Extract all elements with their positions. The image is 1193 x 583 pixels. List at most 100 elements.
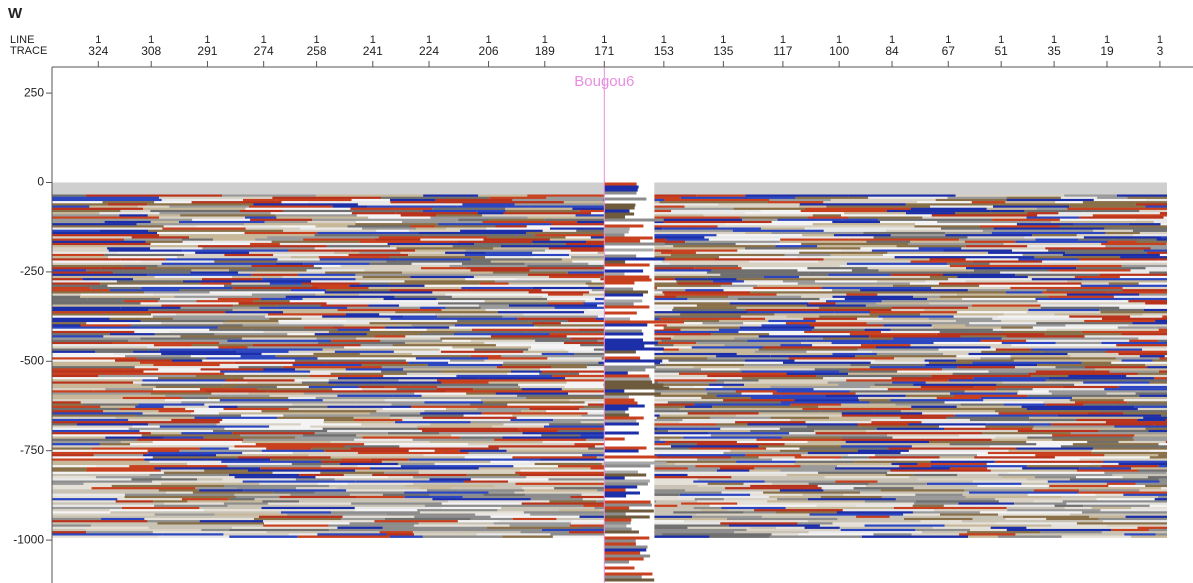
seismic-stripe [654,531,735,534]
seismic-stripe [269,425,311,428]
seismic-stripe [654,271,707,274]
seismic-stripe [654,306,674,310]
seismic-stripe [232,275,283,279]
seismic-stripe [832,295,913,299]
seismic-stripe [260,297,303,301]
seismic-stripe [52,432,151,435]
seismic-stripe [448,500,550,503]
seismic-stripe [240,434,303,437]
seismic-stripe [264,522,350,525]
seismic-stripe [273,253,349,257]
seismic-stripe [52,447,92,450]
seismic-stripe [52,381,133,384]
seismic-stripe [495,225,527,228]
seismic-stripe [763,275,800,279]
well-log-bar [604,218,664,222]
seismic-stripe [588,447,605,450]
seismic-stripe [52,267,101,270]
seismic-stripe [598,361,605,365]
seismic-stripe [1035,370,1110,373]
seismic-stripe [890,273,943,277]
seismic-stripe [259,482,318,486]
seismic-stripe [697,484,751,488]
seismic-stripe [654,363,666,367]
seismic-stripe [723,289,833,292]
seismic-stripe [52,262,162,266]
seismic-stripe [423,454,512,457]
seismic-stripe [52,238,125,241]
seismic-stripe [595,297,605,301]
seismic-stripe [933,341,962,345]
seismic-stripe [881,495,966,499]
seismic-stripe [108,249,183,252]
seismic-stripe [52,366,135,369]
well-log-bar [604,209,630,213]
seismic-stripe [1148,502,1167,505]
seismic-stripe [404,491,489,494]
seismic-stripe [253,300,290,303]
seismic-stripe [214,513,288,516]
seismic-stripe [1143,249,1167,252]
seismic-stripe [152,440,242,444]
well-log-bar [604,491,641,495]
seismic-stripe [301,317,391,321]
seismic-stripe [1069,302,1146,305]
seismic-stripe [747,423,858,426]
seismic-stripe [159,216,246,219]
well-log-bar [604,542,636,546]
seismic-stripe [654,361,660,365]
seismic-stripe [152,480,243,483]
seismic-stripe [191,269,229,272]
seismic-stripe [654,493,680,497]
seismic-stripe [324,291,433,294]
seismic-stripe [465,249,546,252]
seismic-stripe [795,196,869,200]
seismic-stripe [678,348,759,351]
seismic-stripe [347,225,410,228]
seismic-stripe [709,416,771,420]
seismic-stripe [52,535,159,538]
seismic-stripe [223,533,289,536]
seismic-stripe [680,328,719,332]
seismic-stripe [355,495,405,499]
seismic-stripe [1159,370,1167,373]
seismic-stripe [672,308,747,312]
seismic-stripe [693,480,765,483]
seismic-stripe [955,194,1065,197]
seismic-stripe [95,476,162,479]
seismic-stripe [657,427,721,431]
seismic-stripe [451,434,542,437]
seismic-stripe [216,423,301,426]
seismic-stripe [709,535,770,538]
seismic-stripe [654,432,709,435]
seismic-stripe [497,311,584,314]
seismic-stripe [1084,319,1156,323]
seismic-stripe [939,425,986,428]
seismic-stripe [161,262,276,266]
seismic-stripe [887,251,989,255]
seismic-stripe [233,304,278,307]
seismic-stripe [693,385,723,389]
seismic-stripe [181,432,233,435]
seismic-stripe [665,440,737,444]
seismic-stripe [947,262,990,266]
seismic-stripe [857,348,939,351]
seismic-stripe [736,440,808,444]
seismic-stripe [52,344,154,347]
seismic-stripe [915,528,970,532]
seismic-stripe [654,231,746,235]
seismic-stripe [269,282,302,285]
well-log-bar [604,350,636,354]
well-log-bar [604,353,646,357]
seismic-stripe [1105,350,1167,354]
x-tick-label: 67 [942,44,956,58]
seismic-stripe [673,335,759,338]
seismic-stripe [956,319,1002,323]
well-log-bar [604,500,651,504]
seismic-stripe [782,280,815,283]
seismic-stripe [736,460,796,464]
seismic-stripe [995,410,1099,413]
seismic-stripe [219,399,323,402]
y-tick-label: 0 [37,175,44,189]
seismic-stripe [1118,352,1167,356]
